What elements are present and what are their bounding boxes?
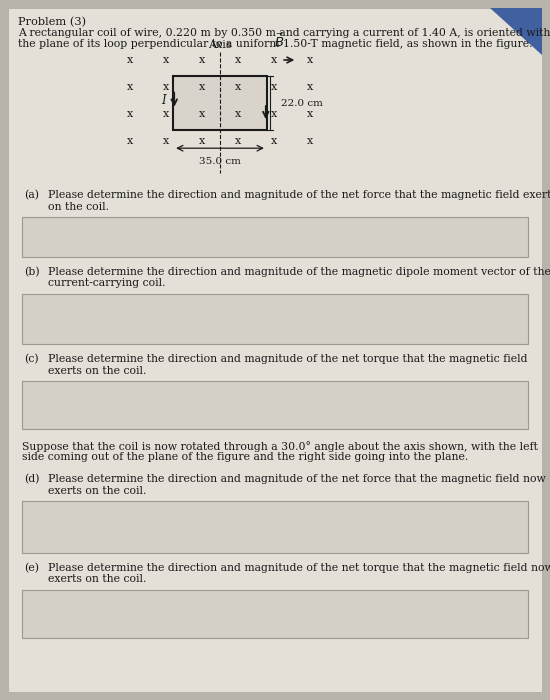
Text: (a): (a) <box>24 190 39 200</box>
Text: side coming out of the plane of the figure and the right side going into the pla: side coming out of the plane of the figu… <box>22 452 468 463</box>
Text: (c): (c) <box>24 354 38 364</box>
Text: x: x <box>271 136 277 146</box>
Text: Please determine the direction and magnitude of the net torque that the magnetic: Please determine the direction and magni… <box>48 563 550 573</box>
Text: x: x <box>127 55 133 65</box>
Bar <box>173 76 267 130</box>
Polygon shape <box>490 8 542 55</box>
Text: x: x <box>307 136 313 146</box>
Bar <box>22 501 528 553</box>
Text: x: x <box>271 55 277 65</box>
Text: Please determine the direction and magnitude of the net force that the magnetic : Please determine the direction and magni… <box>48 190 550 200</box>
Text: x: x <box>307 82 313 92</box>
Text: x: x <box>271 109 277 119</box>
Text: Please determine the direction and magnitude of the magnetic dipole moment vecto: Please determine the direction and magni… <box>48 267 550 277</box>
Text: x: x <box>235 55 241 65</box>
Text: x: x <box>163 109 169 119</box>
Text: x: x <box>307 55 313 65</box>
Text: (e): (e) <box>24 563 39 573</box>
Text: A rectangular coil of wire, 0.220 m by 0.350 m and carrying a current of 1.40 A,: A rectangular coil of wire, 0.220 m by 0… <box>18 28 550 38</box>
Text: x: x <box>127 109 133 119</box>
Bar <box>22 590 528 638</box>
Text: exerts on the coil.: exerts on the coil. <box>48 365 146 375</box>
Text: x: x <box>163 55 169 65</box>
Bar <box>22 294 528 344</box>
Bar <box>22 217 528 257</box>
Text: x: x <box>235 82 241 92</box>
Text: the plane of its loop perpendicular to a uniform 1.50-T magnetic field, as shown: the plane of its loop perpendicular to a… <box>18 39 532 49</box>
Text: x: x <box>307 109 313 119</box>
Text: x: x <box>163 136 169 146</box>
Text: exerts on the coil.: exerts on the coil. <box>48 486 146 496</box>
Text: 22.0 cm: 22.0 cm <box>281 99 323 108</box>
Text: x: x <box>127 82 133 92</box>
Text: x: x <box>235 136 241 146</box>
Text: x: x <box>199 55 205 65</box>
Text: I: I <box>161 94 166 107</box>
Text: Axis: Axis <box>208 40 232 50</box>
Text: $\vec{B}$: $\vec{B}$ <box>274 33 284 50</box>
Text: current-carrying coil.: current-carrying coil. <box>48 279 166 288</box>
Text: x: x <box>199 82 205 92</box>
Text: Problem (3): Problem (3) <box>18 17 86 27</box>
Text: x: x <box>127 136 133 146</box>
Text: Please determine the direction and magnitude of the net torque that the magnetic: Please determine the direction and magni… <box>48 354 527 364</box>
Text: (d): (d) <box>24 474 40 484</box>
Text: Suppose that the coil is now rotated through a 30.0° angle about the axis shown,: Suppose that the coil is now rotated thr… <box>22 441 538 452</box>
Text: x: x <box>199 109 205 119</box>
Bar <box>22 381 528 429</box>
Text: on the coil.: on the coil. <box>48 202 109 211</box>
Text: x: x <box>199 136 205 146</box>
Text: x: x <box>271 82 277 92</box>
Text: 35.0 cm: 35.0 cm <box>199 158 241 166</box>
Text: (b): (b) <box>24 267 40 277</box>
Text: exerts on the coil.: exerts on the coil. <box>48 575 146 584</box>
Text: x: x <box>235 109 241 119</box>
Text: Please determine the direction and magnitude of the net force that the magnetic : Please determine the direction and magni… <box>48 474 546 484</box>
Text: x: x <box>163 82 169 92</box>
